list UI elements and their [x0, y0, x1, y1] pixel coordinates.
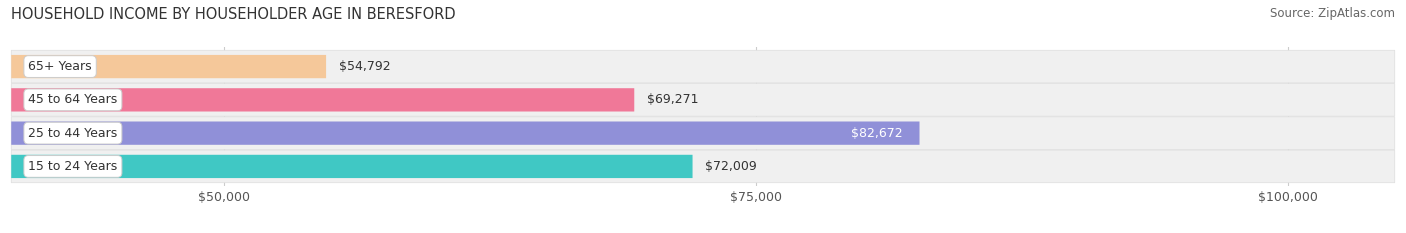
- Text: 65+ Years: 65+ Years: [28, 60, 91, 73]
- Text: $69,271: $69,271: [647, 93, 699, 106]
- FancyBboxPatch shape: [11, 121, 920, 145]
- Text: 15 to 24 Years: 15 to 24 Years: [28, 160, 118, 173]
- FancyBboxPatch shape: [11, 155, 693, 178]
- Text: $82,672: $82,672: [851, 127, 903, 140]
- Text: HOUSEHOLD INCOME BY HOUSEHOLDER AGE IN BERESFORD: HOUSEHOLD INCOME BY HOUSEHOLDER AGE IN B…: [11, 7, 456, 22]
- Text: 45 to 64 Years: 45 to 64 Years: [28, 93, 118, 106]
- Text: $72,009: $72,009: [706, 160, 756, 173]
- FancyBboxPatch shape: [11, 50, 1395, 83]
- FancyBboxPatch shape: [11, 117, 1395, 149]
- Text: $54,792: $54,792: [339, 60, 391, 73]
- FancyBboxPatch shape: [11, 55, 326, 78]
- FancyBboxPatch shape: [11, 84, 1395, 116]
- FancyBboxPatch shape: [11, 150, 1395, 183]
- FancyBboxPatch shape: [11, 88, 634, 112]
- Text: 25 to 44 Years: 25 to 44 Years: [28, 127, 118, 140]
- Text: Source: ZipAtlas.com: Source: ZipAtlas.com: [1270, 7, 1395, 20]
